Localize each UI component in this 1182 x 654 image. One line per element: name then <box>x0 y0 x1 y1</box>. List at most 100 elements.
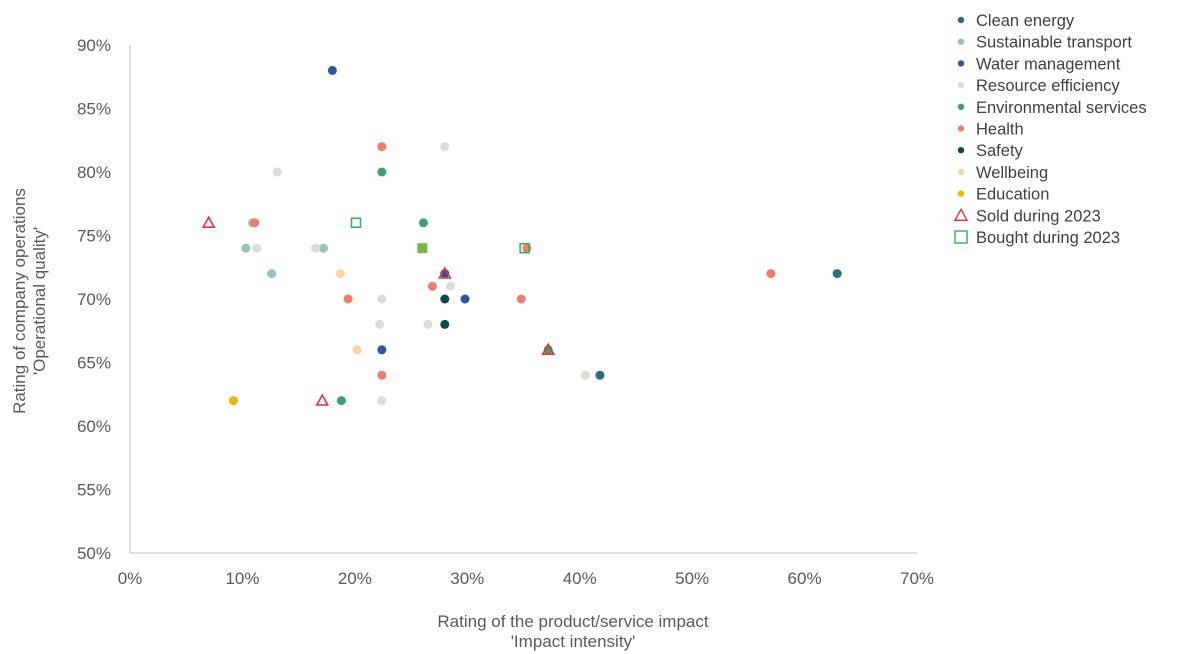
point-resource-efficiency <box>311 243 321 253</box>
point-resource-efficiency <box>375 319 385 329</box>
legend-label: Bought during 2023 <box>976 229 1120 247</box>
legend-item-health: Health <box>957 121 1024 139</box>
point-resource-efficiency <box>377 294 387 304</box>
point-health <box>522 243 532 253</box>
point-resource-efficiency <box>377 396 387 406</box>
legend-swatch <box>957 81 965 89</box>
legend-label: Clean energy <box>976 12 1075 30</box>
point-health <box>377 142 387 152</box>
point-health <box>377 370 387 380</box>
y-tick-label: 65% <box>77 354 111 373</box>
legend-item-sustainable-transport: Sustainable transport <box>957 34 1132 52</box>
legend-swatch <box>957 125 965 132</box>
legend-label: Safety <box>976 142 1024 160</box>
legend-label: Education <box>976 186 1049 204</box>
point-health <box>343 294 353 304</box>
point-resource-efficiency <box>580 370 590 380</box>
y-tick-label: 55% <box>77 481 111 500</box>
point-resource-efficiency <box>272 167 282 177</box>
data-points <box>201 65 842 406</box>
legend-label: Health <box>976 121 1024 139</box>
point-sustainable-transport <box>267 269 277 279</box>
point-water-management <box>377 345 387 355</box>
legend-item-clean-energy: Clean energy <box>957 12 1075 30</box>
point-resource-efficiency <box>445 281 455 291</box>
point-clean-energy <box>595 370 605 380</box>
x-tick-label: 40% <box>563 569 597 588</box>
y-axis-title-line: Rating of company operations <box>10 188 29 414</box>
legend-swatch <box>957 103 965 111</box>
x-tick-label: 20% <box>338 569 372 588</box>
y-tick-labels: 50% 55% 60% 65% 70% 75% 80% 85% 90% <box>77 36 111 563</box>
x-axis-title-line: Rating of the product/service impact <box>437 612 708 631</box>
legend-label: Sold during 2023 <box>976 207 1101 225</box>
point-environmental-services <box>377 167 387 177</box>
x-axis-title-line: 'Impact intensity' <box>511 632 636 651</box>
x-tick-label: 0% <box>118 569 143 588</box>
point-wellbeing <box>352 345 362 355</box>
legend-item-education: Education <box>957 186 1049 204</box>
point-health <box>250 218 260 228</box>
x-tick-labels: 0% 10% 20% 30% 40% 50% 60% 70% <box>118 569 934 588</box>
point-environmental-services <box>336 396 346 406</box>
point-safety <box>440 294 450 304</box>
point-environmental-services <box>418 218 428 228</box>
y-tick-label: 75% <box>77 227 111 246</box>
point-resource-efficiency <box>423 319 433 329</box>
legend: Clean energy Sustainable transport Water m… <box>953 12 1147 247</box>
x-tick-label: 70% <box>900 569 934 588</box>
y-tick-label: 50% <box>77 544 111 563</box>
y-tick-label: 90% <box>77 36 111 55</box>
legend-swatch <box>957 38 965 45</box>
y-axis-title-line: 'Operational quality' <box>30 227 49 375</box>
point-bought-during-2023 <box>350 217 362 229</box>
point-safety <box>440 319 450 329</box>
y-tick-label: 80% <box>77 163 111 182</box>
legend-label: Resource efficiency <box>976 77 1120 95</box>
point-sold-during-2023 <box>437 266 452 279</box>
legend-item-resource-efficiency: Resource efficiency <box>957 77 1120 95</box>
legend-swatch <box>954 230 968 244</box>
point-sold-during-2023 <box>541 342 556 356</box>
y-tick-label: 60% <box>77 417 111 436</box>
point-health <box>766 269 776 279</box>
legend-label: Water management <box>976 55 1121 73</box>
legend-label: Sustainable transport <box>976 34 1132 52</box>
bought-filled-marker <box>417 243 428 254</box>
point-bought-during-2023 <box>519 242 530 254</box>
point-wellbeing <box>335 269 345 279</box>
legend-item-bought-during-2023: Bought during 2023 <box>954 229 1120 247</box>
legend-item-sold-during-2023: Sold during 2023 <box>953 207 1101 225</box>
legend-swatch <box>957 168 965 176</box>
legend-label: Environmental services <box>976 99 1147 117</box>
legend-swatch <box>957 190 965 197</box>
x-axis-title: Rating of the product/service impact'Imp… <box>437 612 708 651</box>
legend-item-environmental-services: Environmental services <box>957 99 1147 117</box>
legend-item-safety: Safety <box>957 142 1024 160</box>
point-sold-during-2023 <box>201 215 216 228</box>
point-health <box>427 281 437 291</box>
point-education <box>228 396 238 406</box>
y-tick-label: 70% <box>77 290 111 309</box>
point-resource-efficiency <box>440 142 450 152</box>
legend-item-wellbeing: Wellbeing <box>957 164 1048 182</box>
legend-swatch <box>957 147 965 154</box>
axes <box>129 45 917 554</box>
y-tick-label: 85% <box>77 100 111 119</box>
x-tick-label: 30% <box>450 569 484 588</box>
point-water-management <box>460 294 470 304</box>
x-tick-label: 50% <box>675 569 709 588</box>
legend-swatch <box>957 16 965 24</box>
legend-item-water-management: Water management <box>957 55 1121 73</box>
legend-swatch <box>957 60 965 67</box>
point-health <box>516 294 526 304</box>
x-tick-label: 60% <box>788 569 822 588</box>
point-water-management <box>327 65 337 75</box>
y-axis-title: Rating of company operations 'Operational… <box>10 188 49 414</box>
point-sustainable-transport <box>318 243 328 253</box>
legend-label: Wellbeing <box>976 164 1048 182</box>
x-tick-label: 10% <box>225 569 259 588</box>
point-clean-energy <box>832 269 842 279</box>
legend-swatch <box>953 207 969 222</box>
